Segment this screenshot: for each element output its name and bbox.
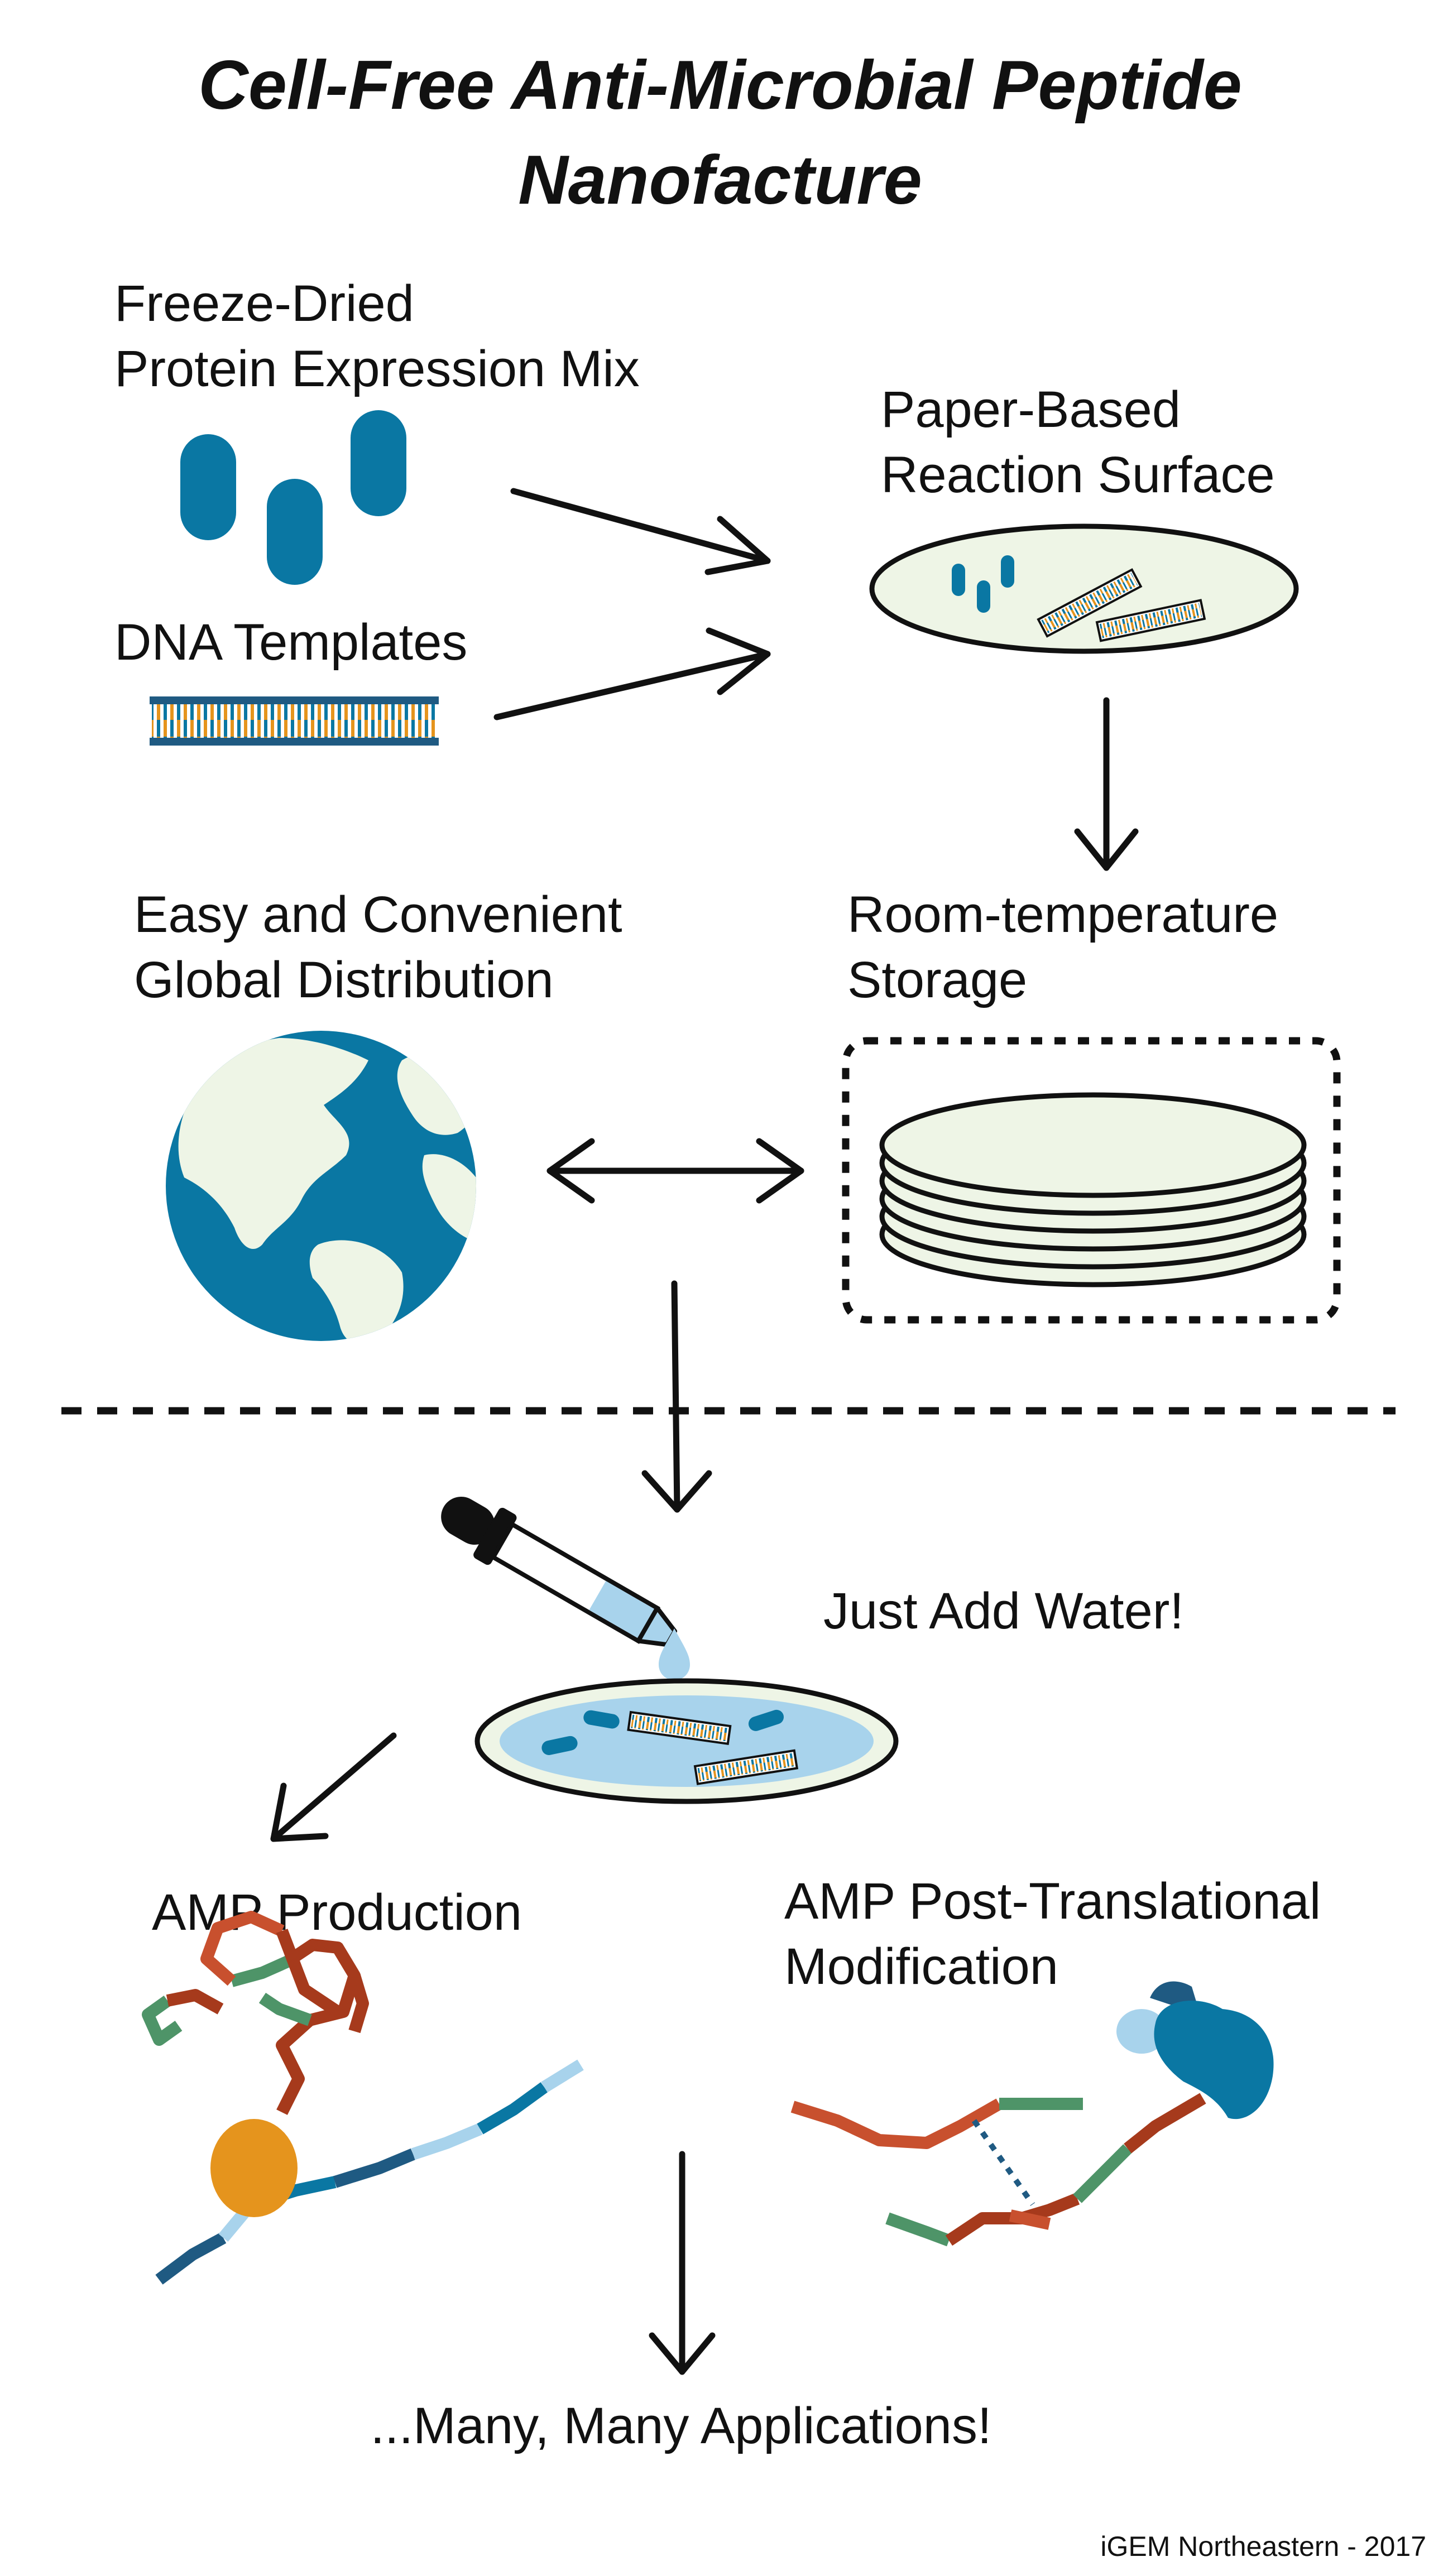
label-just-add-water: Just Add Water! (823, 1583, 1184, 1640)
globe-icon (166, 1031, 476, 1341)
title-line-1: Cell-Free Anti-Microbial Peptide (198, 47, 1241, 124)
title-line-2: Nanofacture (518, 142, 922, 219)
arrow-to-amp-production (270, 1732, 397, 1842)
peptide-chain-icon (142, 1911, 584, 2285)
label-amp-post-translational: AMP Post-Translational (784, 1873, 1321, 1930)
ribosome-icon (210, 2119, 298, 2217)
dropper-icon (441, 1497, 678, 1647)
arrows-to-paper (493, 488, 771, 720)
label-reaction-surface: Reaction Surface (881, 446, 1275, 503)
modification-chain-icon (790, 2093, 1206, 2247)
label-global-distribution: Global Distribution (134, 951, 554, 1008)
label-storage: Storage (847, 951, 1027, 1008)
label-room-temperature: Room-temperature (847, 886, 1278, 943)
double-arrow (546, 1138, 804, 1204)
label-modification: Modification (784, 1938, 1058, 1995)
dna-icon (150, 696, 439, 746)
label-paper-based: Paper-Based (881, 381, 1181, 438)
label-easy-convenient: Easy and Convenient (134, 886, 622, 943)
protein-mix-icon (180, 410, 406, 585)
label-dna-templates: DNA Templates (114, 614, 467, 671)
water-drop-icon (659, 1628, 690, 1680)
label-protein-expression-mix: Protein Expression Mix (114, 340, 640, 397)
paper-stack-icon (879, 1092, 1307, 1287)
label-freeze-dried: Freeze-Dried (114, 275, 414, 332)
wet-paper-icon (474, 1678, 899, 1804)
label-amp-production: AMP Production (152, 1884, 522, 1941)
enzyme-icon (1116, 1981, 1274, 2120)
arrow-to-water (641, 1280, 712, 1513)
arrow-to-applications (649, 2151, 716, 2375)
paper-surface-icon (869, 523, 1299, 654)
label-many-applications: ...Many, Many Applications! (370, 2397, 991, 2454)
arrow-to-storage (1074, 697, 1139, 871)
credit-text: iGEM Northeastern - 2017 (1100, 2531, 1426, 2562)
